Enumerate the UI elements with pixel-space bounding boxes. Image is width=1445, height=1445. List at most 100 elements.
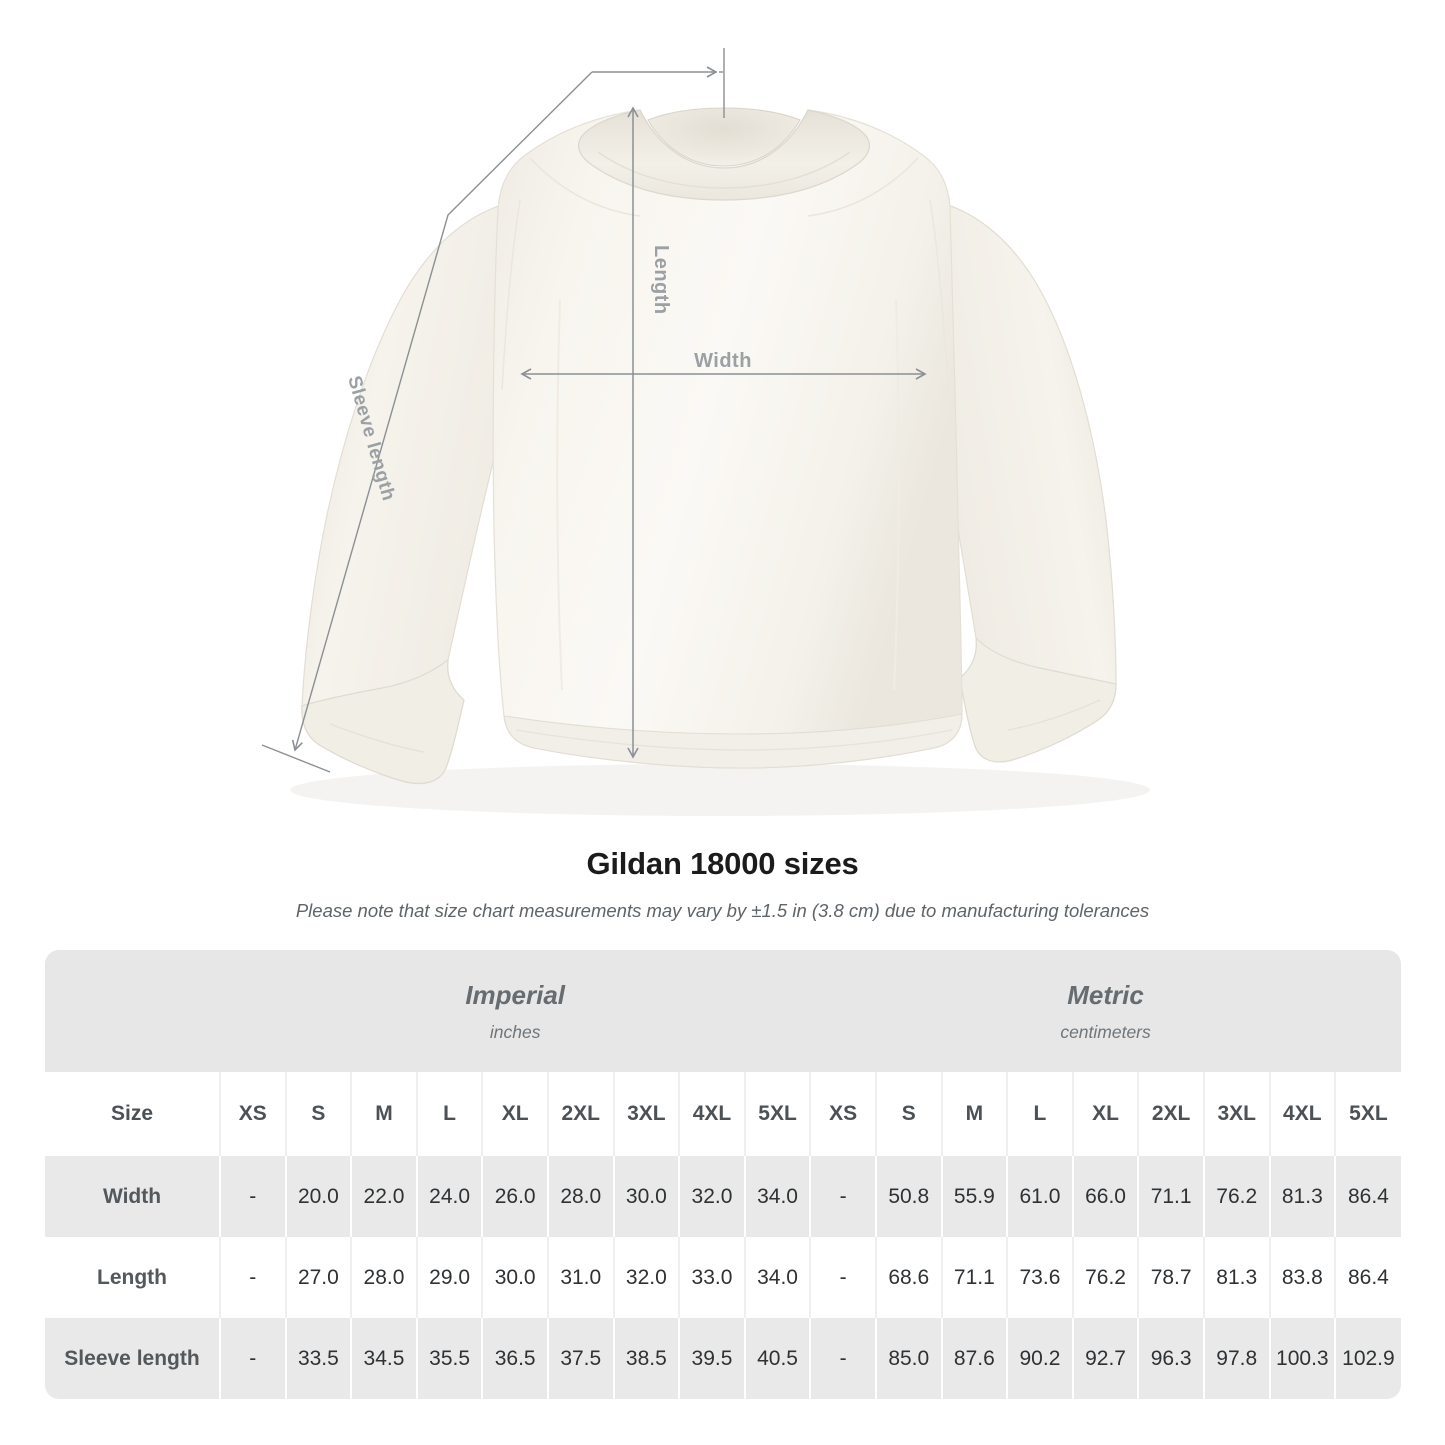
cell-length-imperial-xs: - (219, 1237, 286, 1318)
cell-length-imperial-l: 29.0 (415, 1237, 483, 1318)
unit-group-metric: Metric centimeters (810, 950, 1401, 1072)
tolerance-note: Please note that size chart measurements… (295, 900, 1150, 922)
cell-length-metric-5xl: 86.4 (1334, 1237, 1401, 1318)
cell-length-metric-xs: - (809, 1237, 876, 1318)
cell-width-metric-5xl: 86.4 (1334, 1156, 1401, 1237)
unit-group-sub: inches (489, 1022, 541, 1043)
left-shoulder-seam (529, 157, 641, 217)
cell-sleeve-length-imperial-xl: 36.5 (481, 1318, 548, 1399)
cell-length-imperial-xl: 30.0 (481, 1237, 548, 1318)
unit-band-spacer (45, 950, 220, 1072)
sleeve-length-measure (261, 48, 725, 773)
cell-width-imperial-5xl: 34.0 (743, 1156, 811, 1237)
cell-length-metric-s: 68.6 (874, 1237, 942, 1318)
cell-sleeve-length-metric-3xl: 97.8 (1202, 1318, 1270, 1399)
size-header-metric-xl: XL (1071, 1072, 1139, 1156)
cell-length-imperial-m: 28.0 (350, 1237, 417, 1318)
left-armhole-seam (501, 199, 521, 391)
cell-width-imperial-4xl: 32.0 (678, 1156, 745, 1237)
unit-band-row: Imperial inches Metric centimeters (45, 950, 1401, 1072)
cell-width-metric-xs: - (809, 1156, 876, 1237)
cell-length-metric-4xl: 83.8 (1268, 1237, 1336, 1318)
size-header-metric-l: L (1006, 1072, 1073, 1156)
size-header-metric-5xl: 5XL (1334, 1072, 1401, 1156)
size-header-metric-m: M (940, 1072, 1008, 1156)
sweatshirt-illustration: Length Width Sleeve length (261, 48, 1150, 816)
cell-width-imperial-m: 22.0 (350, 1156, 417, 1237)
size-column-header: Size (45, 1072, 220, 1156)
unit-group-name: Imperial (465, 980, 566, 1011)
cell-sleeve-length-imperial-2xl: 37.5 (546, 1318, 614, 1399)
bottom-hem (503, 713, 963, 769)
cell-sleeve-length-imperial-5xl: 40.5 (743, 1318, 811, 1399)
size-header-imperial-s: S (284, 1072, 352, 1156)
size-header-imperial-xl: XL (481, 1072, 548, 1156)
body-fold-right (893, 299, 900, 691)
neck-opening (647, 107, 801, 167)
cell-width-imperial-s: 20.0 (284, 1156, 352, 1237)
cell-sleeve-length-metric-4xl: 100.3 (1268, 1318, 1336, 1399)
size-header-metric-xs: XS (809, 1072, 876, 1156)
cell-width-metric-3xl: 76.2 (1202, 1156, 1270, 1237)
cell-length-metric-l: 73.6 (1006, 1237, 1073, 1318)
unit-group-name: Metric (1067, 980, 1144, 1011)
cell-length-metric-2xl: 78.7 (1137, 1237, 1204, 1318)
garment-shadow (290, 764, 1150, 816)
cell-width-metric-m: 55.9 (940, 1156, 1008, 1237)
cell-sleeve-length-metric-xs: - (809, 1318, 876, 1399)
row-label-width: Width (45, 1156, 220, 1237)
size-header-imperial-4xl: 4XL (678, 1072, 745, 1156)
cell-length-imperial-s: 27.0 (284, 1237, 352, 1318)
cell-width-imperial-2xl: 28.0 (546, 1156, 614, 1237)
cell-sleeve-length-imperial-s: 33.5 (284, 1318, 352, 1399)
width-label: Width (694, 350, 752, 372)
cell-sleeve-length-metric-xl: 92.7 (1071, 1318, 1139, 1399)
cell-length-imperial-2xl: 31.0 (546, 1237, 614, 1318)
cell-sleeve-length-metric-l: 90.2 (1006, 1318, 1073, 1399)
cell-width-metric-l: 61.0 (1006, 1156, 1073, 1237)
cell-width-imperial-3xl: 30.0 (612, 1156, 680, 1237)
cell-sleeve-length-metric-2xl: 96.3 (1137, 1318, 1204, 1399)
right-armhole-seam (929, 199, 949, 391)
row-label-length: Length (45, 1237, 220, 1318)
size-header-metric-s: S (874, 1072, 942, 1156)
sleeve-diagonal-line (291, 71, 593, 752)
cell-width-imperial-l: 24.0 (415, 1156, 483, 1237)
right-cuff-rib (1007, 699, 1101, 731)
cell-width-metric-4xl: 81.3 (1268, 1156, 1336, 1237)
cell-width-metric-2xl: 71.1 (1137, 1156, 1204, 1237)
page-title: Gildan 18000 sizes (586, 846, 859, 881)
cell-length-imperial-5xl: 34.0 (743, 1237, 811, 1318)
table-row: Length -27.0 28.0 29.0 30.0 31.0 32.0 33.0 34.0-… (45, 1237, 1401, 1318)
title-block: Gildan 18000 sizes Please note that size… (0, 845, 1445, 922)
cell-length-imperial-3xl: 32.0 (612, 1237, 680, 1318)
sweatshirt-body (492, 109, 963, 769)
length-label: Length (650, 245, 672, 315)
row-label-sleeve-length: Sleeve length (45, 1318, 220, 1399)
cell-width-metric-s: 50.8 (874, 1156, 942, 1237)
sleeve-bottom-tick (261, 744, 331, 773)
cell-sleeve-length-imperial-l: 35.5 (415, 1318, 483, 1399)
cell-width-imperial-xl: 26.0 (481, 1156, 548, 1237)
size-chart-table: Imperial inches Metric centimeters Size XS S M L… (45, 950, 1401, 1399)
size-header-metric-3xl: 3XL (1202, 1072, 1270, 1156)
cell-sleeve-length-imperial-3xl: 38.5 (612, 1318, 680, 1399)
cell-sleeve-length-imperial-xs: - (219, 1318, 286, 1399)
size-header-metric-2xl: 2XL (1137, 1072, 1204, 1156)
garment-diagram: Length Width Sleeve length (261, 48, 1150, 816)
right-shoulder-seam (807, 157, 919, 217)
size-header-imperial-3xl: 3XL (612, 1072, 680, 1156)
size-chart-table-wrap: Imperial inches Metric centimeters Size XS S M L… (45, 950, 1401, 1399)
cell-width-imperial-xs: - (219, 1156, 286, 1237)
cell-length-imperial-4xl: 33.0 (678, 1237, 745, 1318)
cell-length-metric-3xl: 81.3 (1202, 1237, 1270, 1318)
cell-length-metric-xl: 76.2 (1071, 1237, 1139, 1318)
cell-sleeve-length-imperial-4xl: 39.5 (678, 1318, 745, 1399)
table-row: Width -20.0 22.0 24.0 26.0 28.0 30.0 32.0 34.0-5… (45, 1156, 1401, 1237)
size-header-imperial-l: L (415, 1072, 483, 1156)
size-header-imperial-2xl: 2XL (546, 1072, 614, 1156)
cell-sleeve-length-metric-s: 85.0 (874, 1318, 942, 1399)
table-row: Sleeve length -33.5 34.5 35.5 36.5 37.5 38.5 39… (45, 1318, 1401, 1399)
cell-length-metric-m: 71.1 (940, 1237, 1008, 1318)
cell-sleeve-length-imperial-m: 34.5 (350, 1318, 417, 1399)
